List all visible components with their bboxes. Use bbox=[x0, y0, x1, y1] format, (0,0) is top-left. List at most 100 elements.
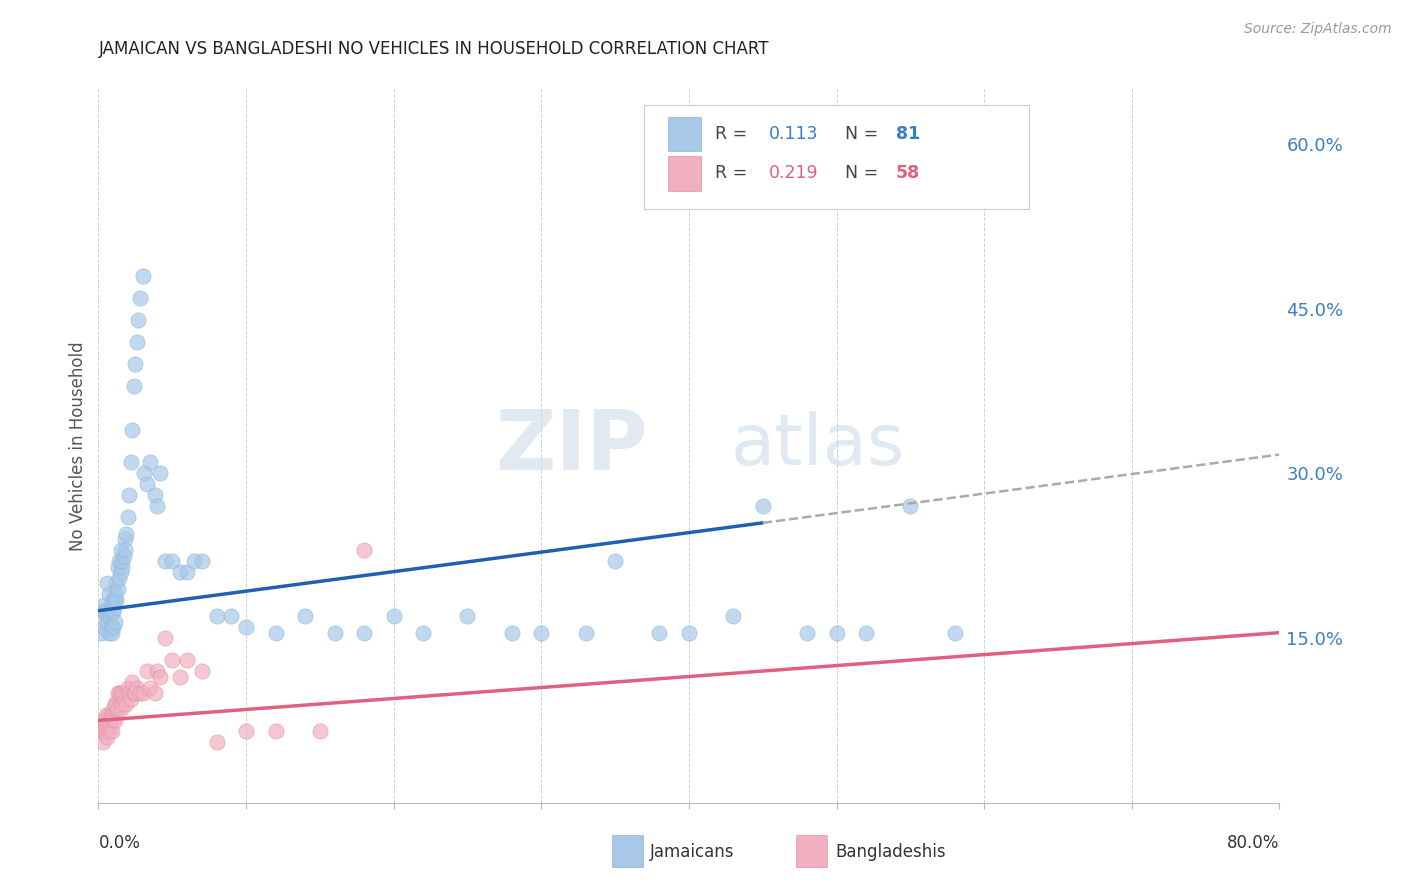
Text: Bangladeshis: Bangladeshis bbox=[835, 843, 946, 861]
Point bbox=[205, 735, 228, 749]
Point bbox=[96, 730, 118, 744]
Point bbox=[96, 714, 118, 728]
Point bbox=[112, 691, 135, 706]
Point bbox=[103, 604, 125, 618]
Point bbox=[169, 566, 191, 580]
Point bbox=[120, 691, 142, 706]
Point bbox=[117, 510, 139, 524]
Point bbox=[501, 625, 523, 640]
Point bbox=[97, 708, 120, 723]
Point bbox=[93, 620, 115, 634]
Point bbox=[530, 625, 553, 640]
Point bbox=[353, 543, 375, 558]
Point bbox=[264, 625, 287, 640]
Point bbox=[176, 653, 198, 667]
Point bbox=[103, 714, 125, 728]
Point bbox=[219, 609, 242, 624]
Point bbox=[107, 559, 129, 574]
Point bbox=[143, 488, 166, 502]
Point bbox=[205, 609, 228, 624]
Point bbox=[110, 543, 132, 558]
Text: R =: R = bbox=[714, 125, 752, 143]
Point bbox=[122, 378, 145, 392]
Point bbox=[124, 686, 146, 700]
Point bbox=[855, 625, 877, 640]
Point bbox=[235, 724, 257, 739]
Text: 81: 81 bbox=[896, 125, 920, 143]
Point bbox=[143, 686, 166, 700]
Text: N =: N = bbox=[845, 125, 883, 143]
Point bbox=[100, 708, 122, 723]
Point bbox=[125, 334, 148, 349]
Point bbox=[105, 702, 128, 716]
Point bbox=[98, 604, 121, 618]
Point bbox=[176, 566, 198, 580]
Text: JAMAICAN VS BANGLADESHI NO VEHICLES IN HOUSEHOLD CORRELATION CHART: JAMAICAN VS BANGLADESHI NO VEHICLES IN H… bbox=[98, 40, 769, 58]
Point bbox=[294, 609, 316, 624]
Point bbox=[103, 592, 125, 607]
Point bbox=[139, 455, 162, 469]
Point bbox=[93, 714, 115, 728]
Point bbox=[94, 724, 117, 739]
Point bbox=[96, 576, 118, 591]
Point bbox=[91, 719, 114, 733]
Point bbox=[323, 625, 346, 640]
Point bbox=[111, 686, 134, 700]
Point bbox=[191, 554, 214, 568]
Point bbox=[103, 620, 125, 634]
Point bbox=[574, 625, 596, 640]
Point bbox=[943, 625, 966, 640]
Point bbox=[107, 582, 129, 596]
Point bbox=[105, 576, 128, 591]
Point bbox=[139, 681, 162, 695]
Point bbox=[98, 719, 121, 733]
Point bbox=[124, 357, 146, 371]
Point bbox=[605, 554, 627, 568]
Point bbox=[93, 598, 115, 612]
Point bbox=[111, 559, 134, 574]
Point bbox=[105, 697, 128, 711]
Text: ZIP: ZIP bbox=[495, 406, 648, 486]
Point bbox=[108, 686, 131, 700]
Text: 80.0%: 80.0% bbox=[1227, 834, 1279, 852]
Point bbox=[107, 702, 129, 716]
Point bbox=[648, 625, 671, 640]
Point bbox=[153, 554, 176, 568]
Point bbox=[100, 598, 122, 612]
Point bbox=[110, 566, 132, 580]
Text: 58: 58 bbox=[896, 164, 920, 182]
Point bbox=[723, 609, 745, 624]
Point bbox=[100, 620, 122, 634]
Point bbox=[111, 697, 134, 711]
Text: 0.219: 0.219 bbox=[769, 164, 818, 182]
Point bbox=[191, 664, 214, 678]
Text: atlas: atlas bbox=[730, 411, 904, 481]
Point bbox=[94, 708, 117, 723]
Point bbox=[128, 291, 150, 305]
Point bbox=[104, 697, 127, 711]
Point bbox=[136, 477, 159, 491]
Point bbox=[104, 714, 127, 728]
Point bbox=[128, 686, 150, 700]
Point bbox=[97, 625, 120, 640]
Text: N =: N = bbox=[845, 164, 883, 182]
Point bbox=[97, 587, 120, 601]
Point bbox=[104, 615, 127, 629]
Point bbox=[456, 609, 478, 624]
Point bbox=[162, 554, 183, 568]
Point bbox=[93, 724, 115, 739]
Point bbox=[111, 554, 134, 568]
Point bbox=[91, 604, 114, 618]
Point bbox=[108, 691, 131, 706]
Point bbox=[132, 686, 155, 700]
Point bbox=[120, 455, 142, 469]
Point bbox=[149, 669, 172, 683]
Point bbox=[107, 686, 129, 700]
Point bbox=[114, 533, 136, 547]
Point bbox=[115, 526, 138, 541]
Text: 0.0%: 0.0% bbox=[98, 834, 141, 852]
Point bbox=[149, 467, 172, 481]
Point bbox=[117, 681, 139, 695]
Point bbox=[121, 423, 143, 437]
Text: R =: R = bbox=[714, 164, 752, 182]
